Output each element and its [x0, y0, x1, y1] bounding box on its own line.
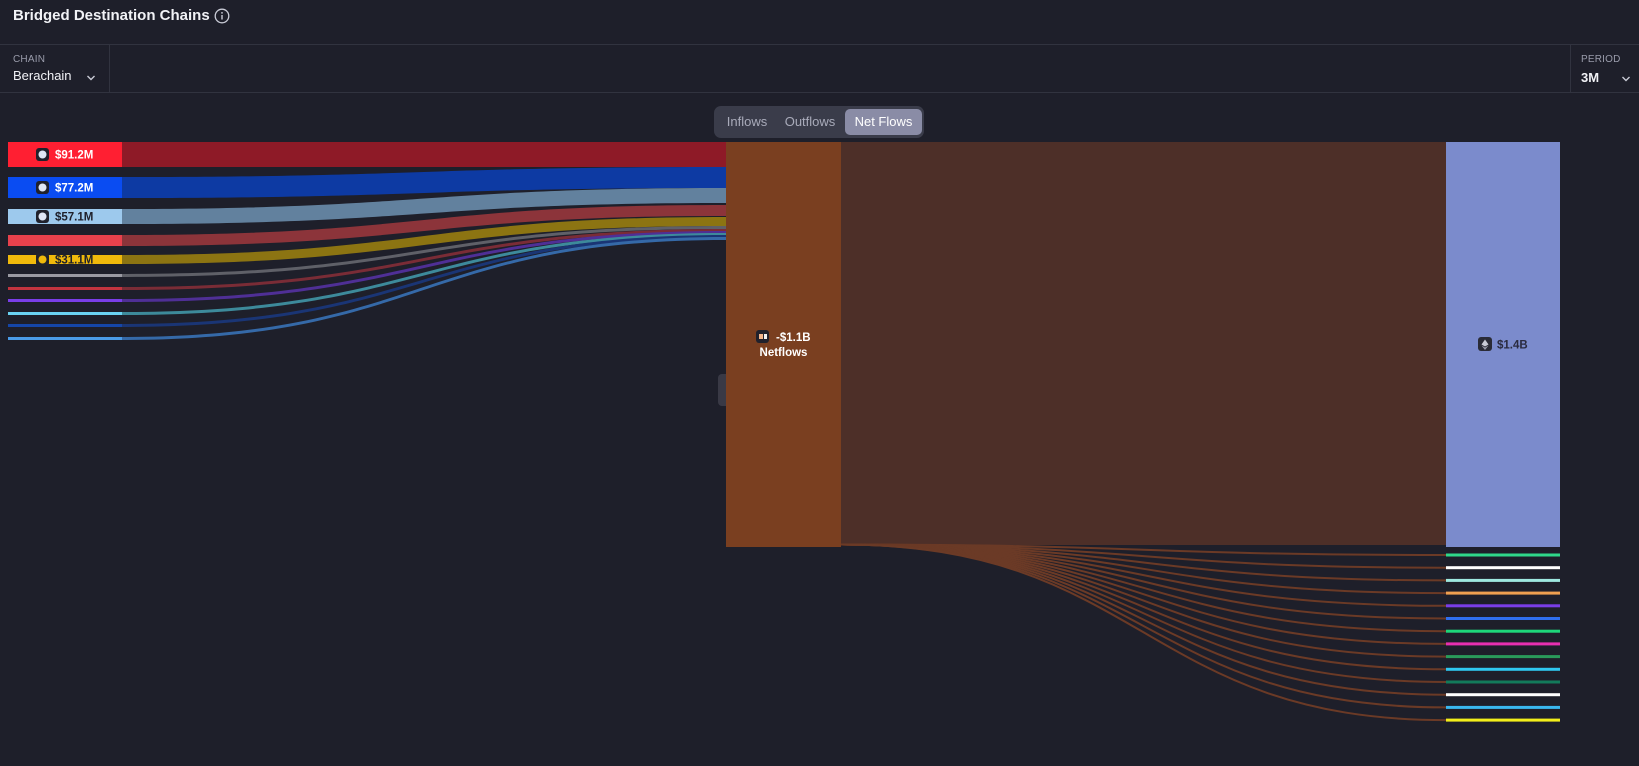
source-node[interactable] — [8, 287, 122, 290]
target-node[interactable] — [1446, 705, 1560, 709]
target-node[interactable] — [1446, 655, 1560, 659]
ethereum-logo-icon — [1478, 337, 1492, 351]
source-node[interactable] — [8, 337, 122, 340]
tab-inflows[interactable]: Inflows — [726, 114, 768, 129]
target-node[interactable] — [1446, 578, 1560, 582]
source-node[interactable] — [8, 312, 122, 315]
target-flow-link[interactable] — [841, 142, 1446, 545]
berachain-logo-icon — [756, 330, 769, 343]
chevron-down-icon — [1622, 76, 1630, 82]
chain-select-value: Berachain — [13, 68, 72, 83]
target-node[interactable] — [1446, 591, 1560, 595]
source-flow-link[interactable] — [122, 231, 726, 302]
period-select[interactable]: PERIOD 3M — [1570, 45, 1639, 92]
source-value-label: $57.1M — [55, 212, 93, 224]
center-node-netflows[interactable] — [726, 142, 841, 547]
source-node[interactable] — [8, 324, 122, 327]
target-node[interactable] — [1446, 629, 1560, 633]
target-node[interactable] — [1446, 642, 1560, 646]
target-flow-link[interactable] — [840, 543, 1447, 595]
source-value-label: $91.2M — [55, 150, 93, 162]
target-node[interactable] — [1446, 617, 1560, 620]
target-flow-link[interactable] — [840, 543, 1447, 683]
source-node[interactable] — [8, 274, 122, 277]
center-value-label: -$1.1B — [776, 332, 811, 344]
period-select-value: 3M — [1581, 70, 1600, 85]
source-flow-link[interactable] — [122, 237, 726, 340]
tab-outflows[interactable]: Outflows — [784, 114, 836, 129]
chain-select[interactable]: CHAIN Berachain — [0, 45, 110, 92]
source-flow-link[interactable] — [122, 167, 726, 198]
source-value-label: $77.2M — [55, 183, 93, 195]
target-node[interactable] — [1446, 680, 1560, 684]
target-node[interactable] — [1446, 718, 1560, 722]
source-flow-link[interactable] — [122, 217, 726, 264]
tab-net-flows[interactable]: Net Flows — [845, 109, 922, 135]
source-node[interactable] — [8, 177, 122, 198]
target-flow-link[interactable] — [840, 543, 1447, 722]
chain-logo-icon — [36, 181, 49, 194]
period-select-label: PERIOD — [1581, 54, 1621, 65]
source-node[interactable] — [8, 235, 122, 246]
bnb-logo-icon — [36, 253, 49, 266]
chain-select-label: CHAIN — [13, 54, 46, 65]
target-node[interactable] — [1446, 566, 1560, 570]
center-name-label: Netflows — [760, 347, 808, 359]
source-flow-link[interactable] — [122, 205, 726, 246]
source-flow-link[interactable] — [122, 188, 726, 224]
filter-bar: CHAIN Berachain PERIOD 3M — [0, 45, 1639, 93]
chart-header: Bridged Destination Chains — [0, 0, 1639, 45]
target-node[interactable] — [1446, 667, 1560, 671]
target-node[interactable] — [1446, 693, 1560, 697]
source-node[interactable] — [8, 255, 122, 264]
info-icon[interactable] — [214, 8, 230, 24]
source-flow-link[interactable] — [122, 235, 726, 327]
source-value-label: $31.1M — [55, 255, 93, 267]
chevron-down-icon — [87, 75, 95, 81]
source-flow-link[interactable] — [122, 142, 726, 167]
target-node[interactable] — [1446, 553, 1560, 557]
page-title: Bridged Destination Chains — [13, 7, 210, 24]
target-flow-link[interactable] — [840, 543, 1447, 633]
source-node[interactable] — [8, 142, 122, 167]
source-node[interactable] — [8, 299, 122, 302]
chain-logo-icon — [36, 148, 49, 161]
target-node[interactable] — [1446, 604, 1560, 608]
source-flow-link[interactable] — [122, 226, 726, 277]
chain-logo-icon — [36, 210, 49, 223]
source-flow-link[interactable] — [122, 229, 726, 290]
flow-type-toggle: Inflows Outflows Net Flows — [714, 106, 924, 138]
target-value-label: $1.4B — [1497, 340, 1528, 352]
source-flow-link[interactable] — [122, 233, 726, 315]
target-node[interactable] — [1446, 142, 1560, 547]
